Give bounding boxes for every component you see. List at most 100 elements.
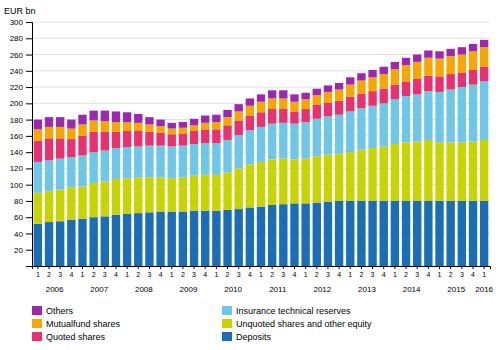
bar	[324, 116, 332, 154]
bar	[290, 159, 298, 203]
bar	[145, 177, 153, 212]
legend-label: Deposits	[236, 332, 272, 342]
tick: 60	[14, 213, 32, 222]
y-axis-title: EUR bn	[4, 6, 36, 16]
bar	[413, 62, 421, 79]
chart: 2040608010012014016018020022024026028030…	[0, 0, 500, 350]
bar	[101, 132, 109, 151]
bar	[435, 59, 443, 77]
bar	[357, 150, 365, 201]
bar	[335, 201, 343, 266]
bar	[458, 201, 466, 266]
bar	[380, 67, 388, 74]
tick-label: 3	[192, 271, 196, 278]
bar	[268, 124, 276, 160]
tick-mark	[372, 266, 373, 269]
tick: 2	[181, 266, 185, 278]
tick-mark	[294, 266, 295, 269]
tick-mark	[149, 266, 150, 269]
bar	[179, 128, 187, 134]
annotation: 2010	[224, 285, 242, 294]
bar	[380, 89, 388, 104]
bar	[212, 175, 220, 211]
bar	[179, 177, 187, 211]
bar	[268, 109, 276, 124]
annotation: 2008	[135, 285, 153, 294]
bar	[324, 85, 332, 92]
tick-mark	[283, 266, 284, 269]
legend-item: Deposits	[222, 332, 272, 342]
annotation: 2011	[269, 285, 287, 294]
bar	[223, 172, 231, 209]
bar	[257, 102, 265, 113]
bar	[34, 120, 42, 130]
bar	[279, 159, 287, 205]
bar	[446, 49, 454, 56]
tick: 3	[326, 266, 330, 278]
annotation: 2015	[447, 285, 465, 294]
tick-mark	[26, 217, 32, 218]
bar	[156, 120, 164, 127]
x-axis: 1234123412341234123412341234123412341234…	[33, 266, 491, 278]
bar	[112, 111, 120, 122]
bar	[480, 67, 488, 82]
tick-label: 1	[259, 271, 263, 278]
tick: 4	[69, 266, 73, 278]
bar	[290, 124, 298, 160]
bar	[324, 103, 332, 117]
tick: 2	[270, 266, 274, 278]
bar	[346, 77, 354, 84]
tick-mark	[26, 120, 32, 121]
tick-mark	[171, 266, 172, 269]
tick: 140	[10, 148, 32, 157]
bar	[346, 152, 354, 201]
bar	[246, 164, 254, 207]
legend-item: Unquoted shares and other equity	[222, 319, 372, 329]
legend-label: Unquoted shares and other equity	[236, 319, 372, 329]
bar	[435, 142, 443, 201]
bar	[190, 119, 198, 126]
tick: 1	[170, 266, 174, 278]
tick-mark	[428, 266, 429, 269]
bar	[134, 177, 142, 213]
tick: 1	[393, 266, 397, 278]
tick-label: 300	[10, 18, 24, 27]
bar	[357, 108, 365, 149]
tick-label: 140	[10, 148, 24, 157]
bar	[34, 193, 42, 224]
tick-label: 2	[136, 271, 140, 278]
bar	[235, 135, 243, 168]
bar	[268, 159, 276, 205]
bar	[424, 91, 432, 140]
bar	[101, 151, 109, 182]
bar	[67, 139, 75, 157]
legend-label: Quoted shares	[46, 332, 106, 342]
legend-item: Insurance technical reserves	[222, 306, 351, 316]
legend-label: Mutualfund shares	[46, 319, 121, 329]
tick-label: 3	[326, 271, 330, 278]
tick-label: 2	[181, 271, 185, 278]
bar	[223, 117, 231, 125]
bar	[301, 99, 309, 109]
legend-label: Insurance technical reserves	[236, 306, 351, 316]
plot: 2040608010012014016018020022024026028030…	[10, 18, 494, 294]
bar	[469, 70, 477, 85]
tick-label: 2	[270, 271, 274, 278]
tick-label: 2	[404, 271, 408, 278]
bar	[402, 96, 410, 142]
tick-label: 4	[337, 271, 341, 278]
bar	[458, 142, 466, 201]
tick-mark	[484, 266, 485, 269]
bar	[402, 142, 410, 201]
bar	[246, 207, 254, 266]
bar	[89, 111, 97, 121]
tick: 2	[136, 266, 140, 278]
grid-line	[32, 38, 490, 39]
tick-label: 240	[10, 67, 24, 76]
tick-mark	[26, 168, 32, 169]
tick-mark	[439, 266, 440, 269]
tick-label: 4	[248, 271, 252, 278]
tick-mark	[305, 266, 306, 269]
bar	[402, 58, 410, 65]
bar	[368, 91, 376, 106]
